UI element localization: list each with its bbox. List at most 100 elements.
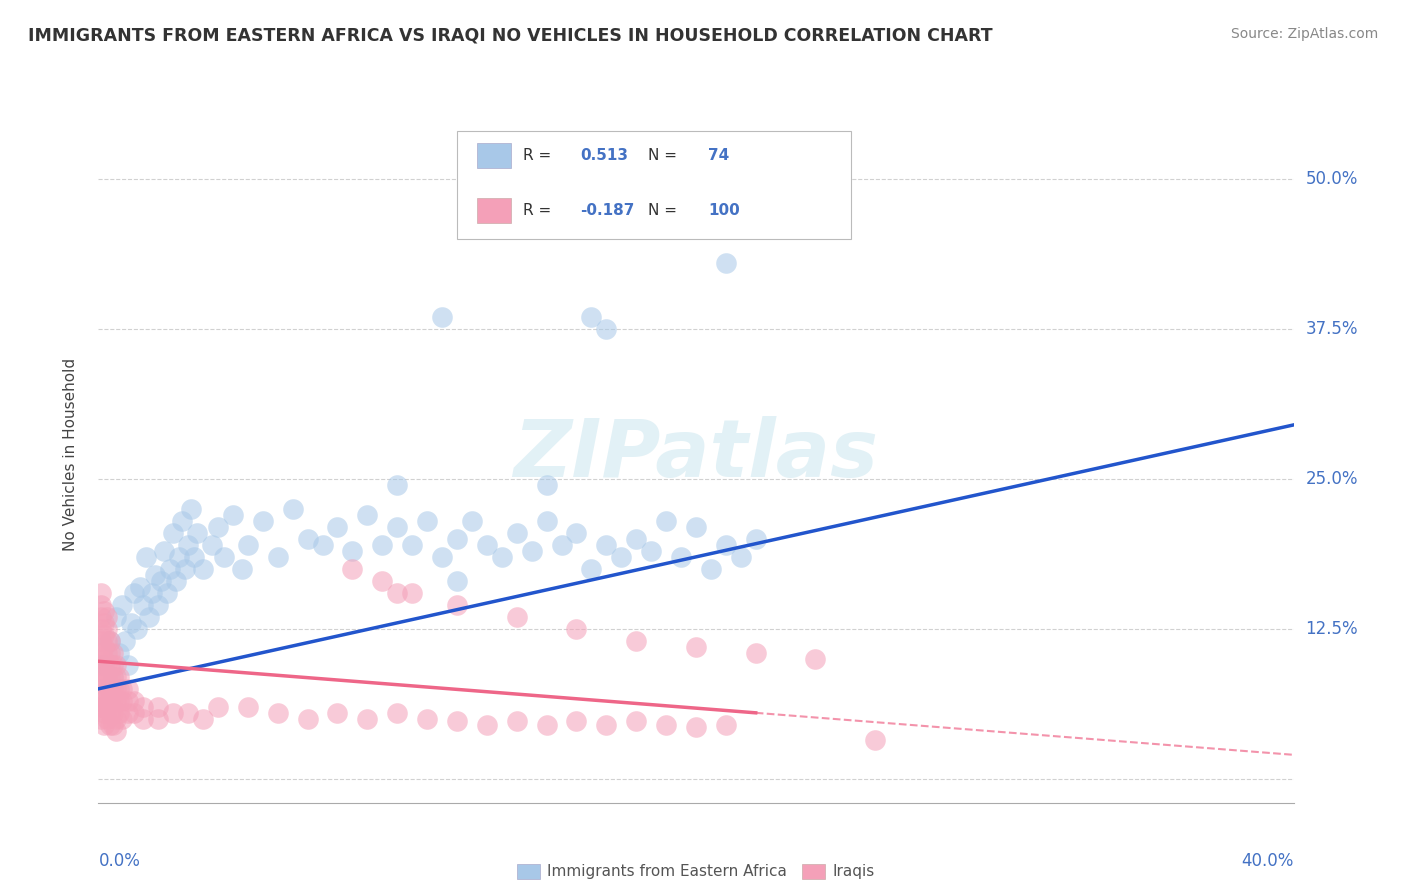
Point (624, 532, 647, 546)
Point (610, 549, 633, 564)
Point (105, 694, 128, 708)
Text: N =: N = (648, 148, 682, 163)
Point (595, 718, 617, 732)
Point (111, 681, 134, 696)
Point (103, 657, 125, 672)
Point (536, 478, 558, 492)
Point (114, 633, 136, 648)
Point (297, 532, 319, 546)
Point (90, 681, 112, 696)
Point (520, 544, 543, 558)
Point (96, 681, 118, 696)
Point (138, 610, 160, 624)
Point (129, 580, 152, 594)
Point (191, 562, 214, 576)
Point (595, 538, 617, 552)
Text: 12.5%: 12.5% (1305, 620, 1358, 638)
Point (506, 714, 529, 729)
Point (172, 514, 194, 528)
Point (401, 586, 423, 600)
Point (132, 699, 155, 714)
Point (536, 514, 558, 528)
Point (475, 718, 498, 732)
Point (669, 549, 692, 564)
Point (165, 574, 187, 588)
Point (141, 586, 163, 600)
Text: R =: R = (523, 203, 555, 218)
Point (506, 610, 529, 624)
Point (143, 567, 166, 582)
Point (98, 633, 122, 648)
Point (177, 706, 200, 720)
Point (105, 712, 128, 726)
Point (371, 574, 394, 588)
Point (430, 310, 453, 324)
Text: N =: N = (648, 203, 682, 218)
Point (103, 670, 125, 684)
Point (236, 699, 259, 714)
Point (745, 532, 768, 546)
Point (124, 706, 146, 720)
Point (90, 646, 112, 660)
Point (640, 544, 662, 558)
Point (186, 525, 208, 540)
Point (98, 694, 122, 708)
Point (804, 652, 827, 666)
Point (90, 598, 112, 612)
Point (174, 562, 197, 576)
Legend: Immigrants from Eastern Africa, Iraqis: Immigrants from Eastern Africa, Iraqis (510, 857, 882, 886)
Point (132, 712, 155, 726)
Point (491, 549, 513, 564)
Point (446, 598, 468, 612)
Point (252, 514, 274, 528)
Text: 50.0%: 50.0% (1305, 170, 1358, 188)
Point (111, 712, 134, 726)
Point (117, 657, 139, 672)
Point (111, 598, 134, 612)
Point (356, 508, 378, 522)
Point (267, 706, 290, 720)
Point (745, 646, 768, 660)
Point (267, 549, 290, 564)
Point (281, 502, 304, 516)
Point (105, 723, 128, 738)
Point (103, 646, 125, 660)
Point (124, 694, 146, 708)
Point (326, 520, 349, 534)
Point (96, 622, 118, 636)
Point (90, 699, 112, 714)
Point (685, 640, 707, 654)
Point (98, 670, 122, 684)
Point (93, 657, 115, 672)
Text: R =: R = (523, 148, 555, 163)
Point (111, 694, 134, 708)
Point (98, 657, 122, 672)
Point (108, 670, 131, 684)
Point (90, 586, 112, 600)
Point (416, 712, 439, 726)
Bar (477, 143, 510, 169)
Point (342, 544, 364, 558)
Y-axis label: No Vehicles in Household: No Vehicles in Household (63, 359, 77, 551)
Point (201, 538, 224, 552)
Point (96, 699, 118, 714)
Point (150, 574, 173, 588)
Point (93, 615, 115, 630)
Point (108, 694, 131, 708)
Text: 37.5%: 37.5% (1305, 320, 1358, 338)
Point (177, 538, 200, 552)
Point (416, 514, 439, 528)
Point (714, 256, 737, 270)
Text: 100: 100 (709, 203, 740, 218)
FancyBboxPatch shape (457, 131, 851, 239)
Point (93, 706, 115, 720)
Point (124, 586, 146, 600)
Point (108, 681, 131, 696)
Point (222, 508, 245, 522)
Point (565, 622, 588, 636)
Point (371, 538, 394, 552)
Bar (477, 198, 510, 223)
Point (153, 544, 176, 558)
Point (105, 657, 128, 672)
Point (105, 681, 128, 696)
